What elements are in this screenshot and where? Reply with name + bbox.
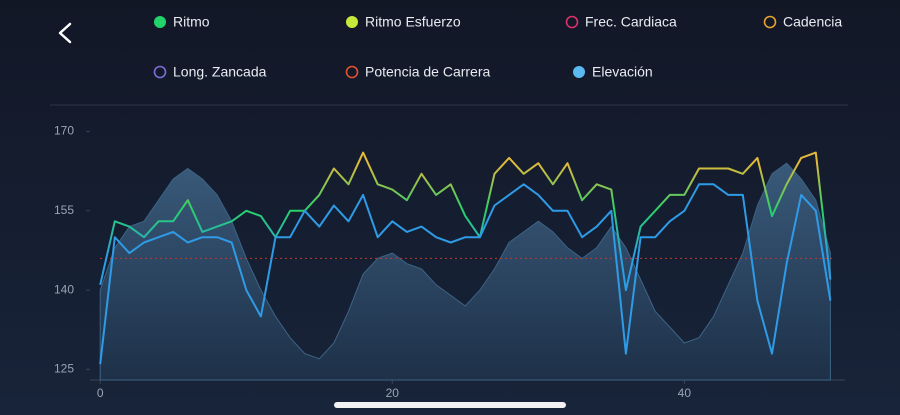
- back-button[interactable]: [58, 22, 72, 44]
- pace-line: [99, 151, 832, 292]
- legend-label[interactable]: Elevación: [592, 64, 653, 80]
- y-tick-label: 125: [54, 362, 74, 376]
- legend-marker[interactable]: [153, 65, 167, 79]
- legend-label[interactable]: Frec. Cardiaca: [585, 14, 677, 30]
- legend-label[interactable]: Cadencia: [783, 14, 842, 30]
- legend-label[interactable]: Potencia de Carrera: [365, 64, 491, 80]
- y-tick-label: 140: [54, 282, 74, 296]
- legend-marker[interactable]: [346, 16, 358, 28]
- legend-label[interactable]: Ritmo Esfuerzo: [365, 14, 461, 30]
- legend-marker[interactable]: [573, 66, 585, 78]
- legend-marker[interactable]: [565, 15, 579, 29]
- legend-label[interactable]: Long. Zancada: [173, 64, 267, 80]
- legend-marker[interactable]: [345, 65, 359, 79]
- x-tick-label: 20: [386, 386, 400, 400]
- x-tick-label: 40: [678, 386, 692, 400]
- x-tick-label: 0: [97, 386, 104, 400]
- effort-line: [99, 183, 832, 365]
- elevation-area: [99, 162, 831, 381]
- home-indicator: [334, 402, 566, 408]
- legend-label[interactable]: Ritmo: [173, 14, 210, 30]
- legend-marker[interactable]: [154, 16, 166, 28]
- legend-marker[interactable]: [763, 15, 777, 29]
- y-tick-label: 155: [54, 203, 74, 217]
- y-tick-label: 170: [54, 124, 74, 138]
